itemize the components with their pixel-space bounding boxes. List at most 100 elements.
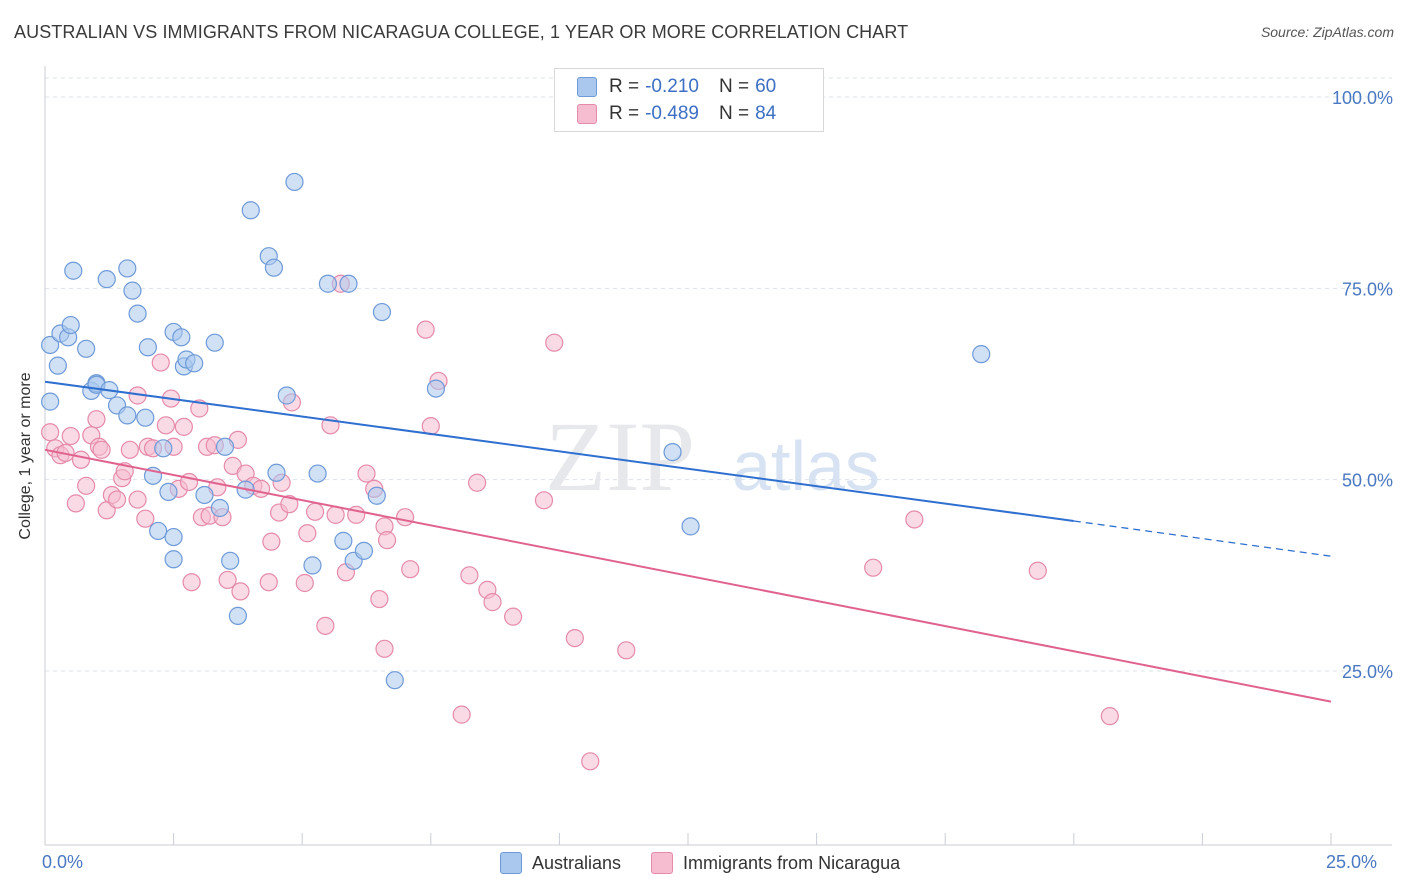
trend-lines [44, 380, 1332, 703]
legend-item-nicaragua: Immigrants from Nicaragua [651, 852, 900, 874]
nicaragua-point [87, 410, 106, 429]
nicaragua-point [452, 705, 471, 724]
australians-point [164, 527, 183, 547]
australians-point [97, 270, 116, 289]
australians-point [354, 541, 374, 560]
australians-point [41, 392, 60, 411]
trend-line-australians [44, 380, 1074, 522]
australians-point [138, 338, 157, 357]
source-credit: Source: ZipAtlas.com [1260, 24, 1394, 40]
legend-n-label: N = [718, 76, 750, 97]
australians-point [154, 439, 173, 458]
legend-r-label: R = [609, 103, 640, 124]
nicaragua-point [107, 490, 127, 509]
nicaragua-point [617, 641, 636, 660]
trend-line-nicaragua [44, 448, 1332, 703]
nicaragua-point [545, 333, 564, 352]
nicaragua-point [375, 639, 394, 658]
australians-point [277, 386, 296, 405]
nicaragua-point [66, 494, 85, 513]
australians-point [385, 671, 404, 690]
australians-point [426, 379, 446, 398]
nicaragua-point [504, 607, 523, 626]
axes [44, 66, 1392, 846]
nicaragua-point [174, 417, 193, 436]
nicaragua-point [295, 573, 314, 593]
nicaragua-point [92, 440, 111, 459]
x-tick-max: 25.0% [1326, 852, 1378, 872]
nicaragua-point [61, 426, 80, 446]
y-tick-labels: 25.0% 50.0% 75.0% 100.0% [1332, 88, 1393, 682]
nicaragua-point [128, 490, 147, 509]
australians-point [118, 406, 137, 425]
legend-n-label: N = [718, 103, 750, 124]
nicaragua-point [460, 566, 479, 585]
x-tick-min: 0.0% [42, 852, 84, 872]
nicaragua-label: Immigrants from Nicaragua [683, 852, 901, 873]
nicaragua-point [316, 616, 335, 635]
nicaragua-point [565, 628, 584, 648]
australians-point [334, 531, 353, 550]
australians-point [195, 485, 214, 505]
chart-title: AUSTRALIAN VS IMMIGRANTS FROM NICARAGUA … [14, 22, 909, 42]
nicaragua-point [262, 532, 281, 551]
correlation-legend: R = -0.210 N = 60 R = -0.489 N = 84 [554, 68, 824, 132]
australians-point [210, 498, 229, 518]
nicaragua-point [136, 509, 155, 528]
australians-point [303, 556, 322, 575]
nicaragua-point [77, 476, 96, 495]
nicaragua-point [259, 573, 278, 592]
legend-swatch-blue [577, 77, 597, 97]
nicaragua-point [401, 560, 420, 579]
nicaragua-point [151, 353, 170, 372]
australians-point [215, 437, 235, 456]
australians-point [164, 550, 183, 569]
australians-point [339, 274, 358, 293]
nicaragua-point [864, 558, 883, 577]
nicaragua-point [395, 508, 415, 527]
australians-point [221, 551, 240, 570]
nicaragua-point [190, 399, 209, 418]
nicaragua-point [370, 589, 389, 609]
australians-point [241, 201, 260, 220]
nicaragua-point [251, 479, 271, 498]
nicaragua-point [326, 505, 345, 524]
australians-point [264, 258, 284, 277]
legend-n-value: 84 [755, 103, 777, 124]
nicaragua-point [298, 524, 317, 543]
nicaragua-point [218, 570, 237, 590]
nicaragua-point [71, 450, 91, 469]
legend-n-value: 60 [755, 76, 777, 97]
australians-point [663, 443, 682, 462]
y-tick-label: 75.0% [1342, 279, 1393, 299]
legend-row-nicaragua: R = -0.489 N = 84 [577, 102, 776, 126]
australians-point [48, 356, 67, 375]
nicaragua-point [467, 473, 487, 492]
australians-swatch [500, 852, 522, 874]
australians-point [61, 315, 80, 335]
legend-row-australians: R = -0.210 N = 60 [577, 75, 776, 99]
australians-point [267, 463, 286, 482]
australians-point [228, 606, 247, 625]
nicaragua-swatch [651, 852, 674, 874]
australians-point [118, 259, 137, 278]
nicaragua-point [421, 416, 440, 436]
australians-point [185, 354, 204, 373]
nicaragua-point [357, 464, 376, 483]
nicaragua-point [280, 495, 299, 514]
australians-point [681, 517, 700, 536]
australians-point [41, 335, 60, 355]
australians-point [128, 304, 147, 323]
watermark-atlas: atlas [732, 427, 880, 505]
australians-point [285, 172, 304, 192]
series-australians-points [41, 172, 991, 690]
nicaragua-point [120, 440, 139, 459]
legend-r-label: R = [609, 76, 640, 97]
series-nicaragua-points [41, 274, 1119, 771]
nicaragua-point [305, 502, 325, 521]
nicaragua-point [534, 491, 554, 510]
australians-point [64, 261, 83, 280]
series-legend: Australians Immigrants from Nicaragua [500, 852, 930, 874]
nicaragua-point [416, 320, 435, 339]
